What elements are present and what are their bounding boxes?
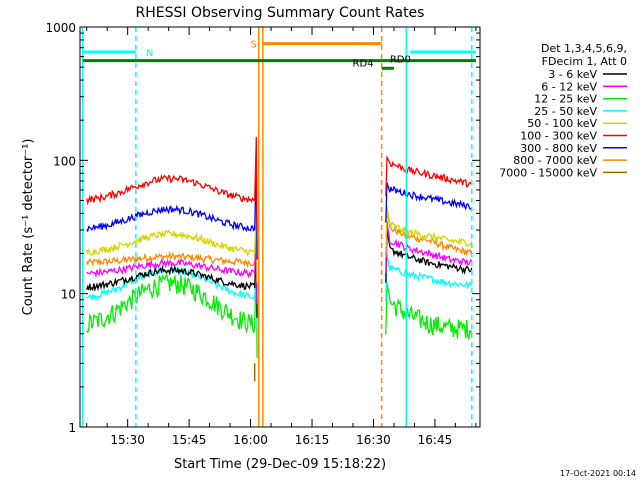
legend-label: 300 - 800 keV	[520, 142, 597, 155]
x-axis-label: Start Time (29-Dec-09 15:18:22)	[174, 457, 386, 472]
series-line-orbit2	[385, 221, 473, 274]
legend: Det 1,3,4,5,6,9, FDecim 1, Att 0 3 - 6 k…	[499, 42, 627, 179]
x-tick-label: 15:30	[110, 433, 145, 447]
y-tick-label: 10	[61, 288, 76, 302]
y-tick-label: 1	[68, 421, 76, 435]
series-line-orbit2	[385, 210, 473, 261]
series-line-orbit1	[86, 235, 258, 304]
flag-label-rd0: RD0	[390, 55, 411, 66]
series-line-orbit2	[385, 253, 472, 302]
data-layer	[86, 136, 473, 382]
series-line-orbit2	[385, 206, 473, 258]
chart-title: RHESSI Observing Summary Count Rates	[136, 5, 425, 21]
series-line-orbit1	[86, 242, 258, 318]
series-line-orbit1	[86, 136, 258, 232]
legend-header-1: Det 1,3,4,5,6,9,	[541, 42, 627, 55]
y-tick-label: 100	[53, 154, 76, 168]
legend-label: 7000 - 15000 keV	[499, 166, 597, 179]
x-tick-label: 16:15	[295, 433, 330, 447]
legend-label: 25 - 50 keV	[534, 105, 597, 118]
series-line-orbit1	[86, 206, 258, 284]
flag-label-rd4: RD4	[353, 58, 374, 69]
series-line-orbit2	[385, 229, 473, 283]
y-axis-label: Count Rate (s⁻¹ detector⁻¹)	[21, 139, 36, 316]
legend-label: 6 - 12 keV	[541, 80, 597, 93]
flag-label-n: N	[146, 48, 153, 59]
y-tick-label: 1000	[45, 21, 76, 35]
axis-layer: 1 10 100 1000 15:30 15:45 16:00 16:15 16:30 16:45	[45, 21, 480, 447]
legend-label: 3 - 6 keV	[548, 68, 597, 81]
x-tick-label: 15:45	[172, 433, 207, 447]
legend-label: 100 - 300 keV	[520, 130, 597, 143]
x-tick-label: 16:00	[233, 433, 268, 447]
x-tick-label: 16:30	[356, 433, 391, 447]
flag-layer: N S RD0 RD4	[81, 27, 476, 427]
legend-label: 800 - 7000 keV	[513, 154, 597, 167]
flag-label-s: S	[251, 40, 257, 51]
series-line-orbit1	[86, 229, 258, 293]
x-tick-label: 16:45	[418, 433, 453, 447]
series-line-orbit1	[86, 255, 258, 358]
series-line-orbit2	[385, 282, 473, 340]
legend-label: 12 - 25 keV	[534, 93, 597, 106]
series-line-orbit2	[385, 155, 473, 197]
series-line-orbit1	[86, 163, 258, 260]
legend-header-2: FDecim 1, Att 0	[542, 55, 627, 68]
legend-label: 50 - 100 keV	[527, 117, 597, 130]
plot-frame	[79, 26, 481, 428]
series-line-orbit2	[385, 182, 473, 223]
footer-date: 17-Oct-2021 00:14	[560, 469, 636, 478]
